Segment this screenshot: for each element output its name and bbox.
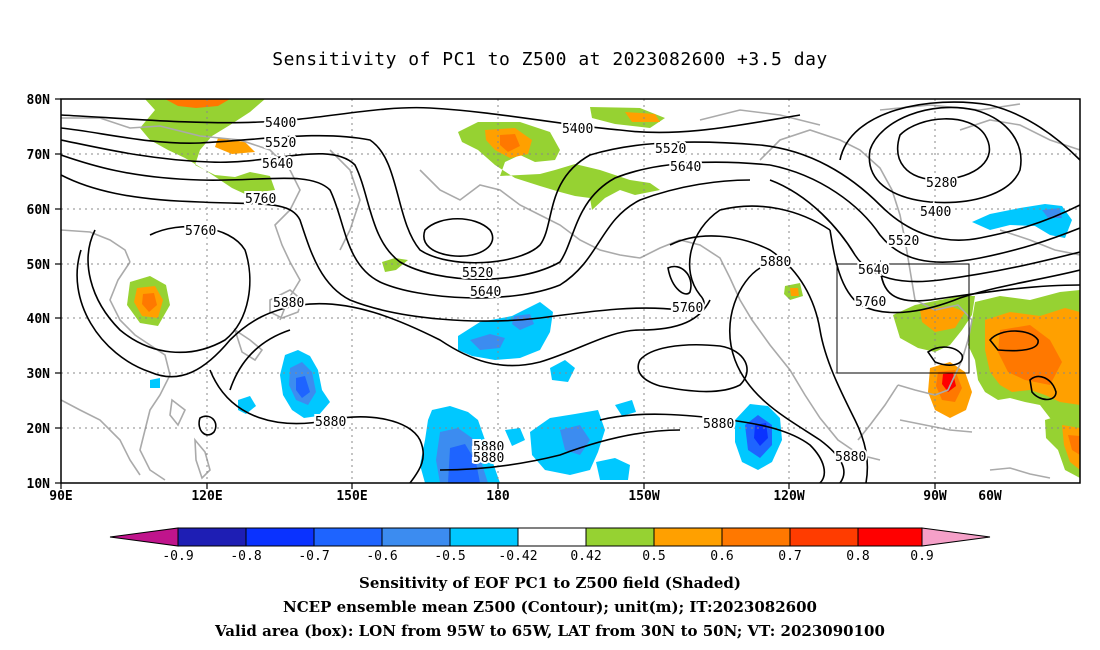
contour-label: 5280	[926, 176, 957, 191]
colorbar-label: 0.42	[570, 549, 601, 564]
positive-sensitivity-shading	[127, 99, 1080, 478]
contour-label: 5640	[670, 160, 701, 175]
map-title: Sensitivity of PC1 to Z500 at 2023082600…	[272, 49, 828, 70]
colorbar-label: 0.7	[778, 549, 801, 564]
lat-label: 40N	[27, 312, 51, 327]
colorbar-label: -0.9	[162, 549, 193, 564]
lat-label: 30N	[27, 367, 51, 382]
colorbar-cell	[245, 527, 315, 547]
colorbar-label: -0.8	[230, 549, 261, 564]
colorbar-cell	[517, 527, 587, 547]
lat-axis-labels: 80N 70N 60N 50N 40N 30N 20N 10N	[27, 93, 51, 492]
caption-line-2: NCEP ensemble mean Z500 (Contour); unit(…	[283, 598, 817, 616]
colorbar-cell	[313, 527, 383, 547]
colorbar-cell	[449, 527, 519, 547]
colorbar-cell	[721, 527, 791, 547]
lon-label: 90E	[49, 489, 72, 504]
lon-label: 150E	[336, 489, 367, 504]
colorbar-label: 0.8	[846, 549, 869, 564]
valid-area-box	[836, 263, 970, 374]
colorbar-cell	[857, 527, 923, 547]
contour-label: 5760	[672, 301, 703, 316]
map-frame	[60, 98, 1081, 484]
lon-label: 150W	[628, 489, 659, 504]
grid-lines	[61, 99, 1080, 483]
caption-line-1: Sensitivity of EOF PC1 to Z500 field (Sh…	[359, 574, 741, 592]
z500-contours	[61, 101, 1080, 483]
colorbar-cell	[177, 527, 247, 547]
coastlines	[61, 103, 1080, 481]
contour-label: 5400	[562, 122, 593, 137]
contour-label: 5880	[473, 440, 504, 455]
contour-label: 5400	[265, 116, 296, 131]
colorbar-label: 0.5	[642, 549, 665, 564]
colorbar-cell	[653, 527, 723, 547]
contour-label: 5880	[315, 415, 346, 430]
lat-label: 50N	[27, 258, 51, 273]
colorbar-label: -0.5	[434, 549, 465, 564]
colorbar-cell	[585, 527, 655, 547]
lon-axis-labels: 90E 120E 150E 180 150W 120W 90W 60W	[49, 489, 1002, 504]
lat-label: 60N	[27, 203, 51, 218]
axis-ticks	[55, 98, 936, 489]
contour-label: 5640	[262, 157, 293, 172]
lat-label: 20N	[27, 422, 51, 437]
lon-label: 90W	[923, 489, 947, 504]
colorbar-labels: -0.9 -0.8 -0.7 -0.6 -0.5 -0.42 0.42 0.5 …	[162, 549, 933, 564]
colorbar-high-arrow	[921, 527, 991, 547]
caption-line-3: Valid area (box): LON from 95W to 65W, L…	[215, 622, 885, 640]
colorbar-label: -0.6	[366, 549, 397, 564]
contour-label: 5400	[920, 205, 951, 220]
contour-label: 5880	[703, 417, 734, 432]
colorbar-label: 0.9	[910, 549, 933, 564]
lon-label: 120W	[773, 489, 804, 504]
lon-label: 120E	[191, 489, 222, 504]
lon-label: 60W	[978, 489, 1002, 504]
colorbar-cell	[381, 527, 451, 547]
contour-label: 5640	[858, 263, 889, 278]
colorbar-label: -0.7	[298, 549, 329, 564]
contour-label: 5520	[655, 142, 686, 157]
contour-label: 5760	[185, 224, 216, 239]
lat-label: 70N	[27, 148, 51, 163]
contour-label: 5520	[888, 234, 919, 249]
contour-label: 5760	[245, 192, 276, 207]
contour-label: 5880	[760, 255, 791, 270]
contour-label: 5880	[835, 450, 866, 465]
colorbar-low-arrow	[109, 527, 179, 547]
contour-label: 5880	[473, 451, 504, 466]
colorbar	[109, 527, 991, 547]
colorbar-label: -0.42	[498, 549, 537, 564]
contour-label: 5520	[265, 136, 296, 151]
contour-label: 5520	[462, 266, 493, 281]
colorbar-cell	[789, 527, 859, 547]
contour-label: 5760	[855, 295, 886, 310]
colorbar-label: 0.6	[710, 549, 733, 564]
contour-label: 5880	[273, 296, 304, 311]
contour-labels: 5400 5520 5640 5760 5760 5880 5880 5880 …	[183, 114, 959, 468]
lat-label: 80N	[27, 93, 51, 108]
contour-label: 5640	[470, 285, 501, 300]
lon-label: 180	[486, 489, 510, 504]
lat-label: 10N	[27, 477, 51, 492]
